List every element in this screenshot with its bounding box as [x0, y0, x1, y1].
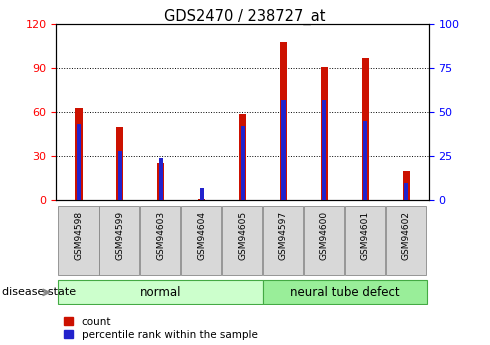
Bar	[157, 164, 164, 200]
Text: GSM94601: GSM94601	[361, 211, 370, 260]
Bar	[345, 206, 385, 275]
Bar	[404, 183, 408, 200]
Text: disease state: disease state	[2, 287, 76, 297]
Text: GSM94600: GSM94600	[320, 211, 329, 260]
Bar	[304, 206, 344, 275]
Bar	[321, 67, 328, 200]
Text: normal: normal	[140, 286, 181, 299]
Bar	[140, 206, 180, 275]
Bar	[263, 206, 303, 275]
Text: neural tube defect: neural tube defect	[290, 286, 400, 299]
Text: GSM94597: GSM94597	[279, 211, 288, 260]
Bar	[116, 127, 123, 200]
Bar	[99, 206, 140, 275]
Bar	[159, 158, 163, 200]
Text: GSM94602: GSM94602	[402, 211, 411, 260]
Bar	[198, 199, 205, 200]
Text: GDS2470 / 238727_at: GDS2470 / 238727_at	[164, 9, 326, 25]
Legend: count, percentile rank within the sample: count, percentile rank within the sample	[64, 317, 258, 340]
Bar	[199, 188, 204, 200]
Bar	[241, 126, 245, 200]
Bar	[362, 58, 369, 200]
Bar	[281, 100, 286, 200]
Text: GSM94603: GSM94603	[156, 211, 165, 260]
Bar	[386, 206, 426, 275]
Bar	[239, 114, 246, 200]
Bar	[322, 100, 326, 200]
Bar	[75, 108, 82, 200]
Bar	[403, 171, 410, 200]
Text: GSM94604: GSM94604	[197, 211, 206, 260]
Bar	[222, 206, 262, 275]
Bar	[181, 206, 221, 275]
Bar	[118, 151, 122, 200]
Bar	[280, 42, 287, 200]
Text: GSM94598: GSM94598	[74, 211, 83, 260]
Bar	[58, 206, 98, 275]
Text: GSM94605: GSM94605	[238, 211, 247, 260]
Bar	[77, 125, 81, 200]
Bar	[363, 121, 368, 200]
Bar	[263, 280, 427, 304]
Text: GSM94599: GSM94599	[115, 211, 124, 260]
Bar	[58, 280, 263, 304]
